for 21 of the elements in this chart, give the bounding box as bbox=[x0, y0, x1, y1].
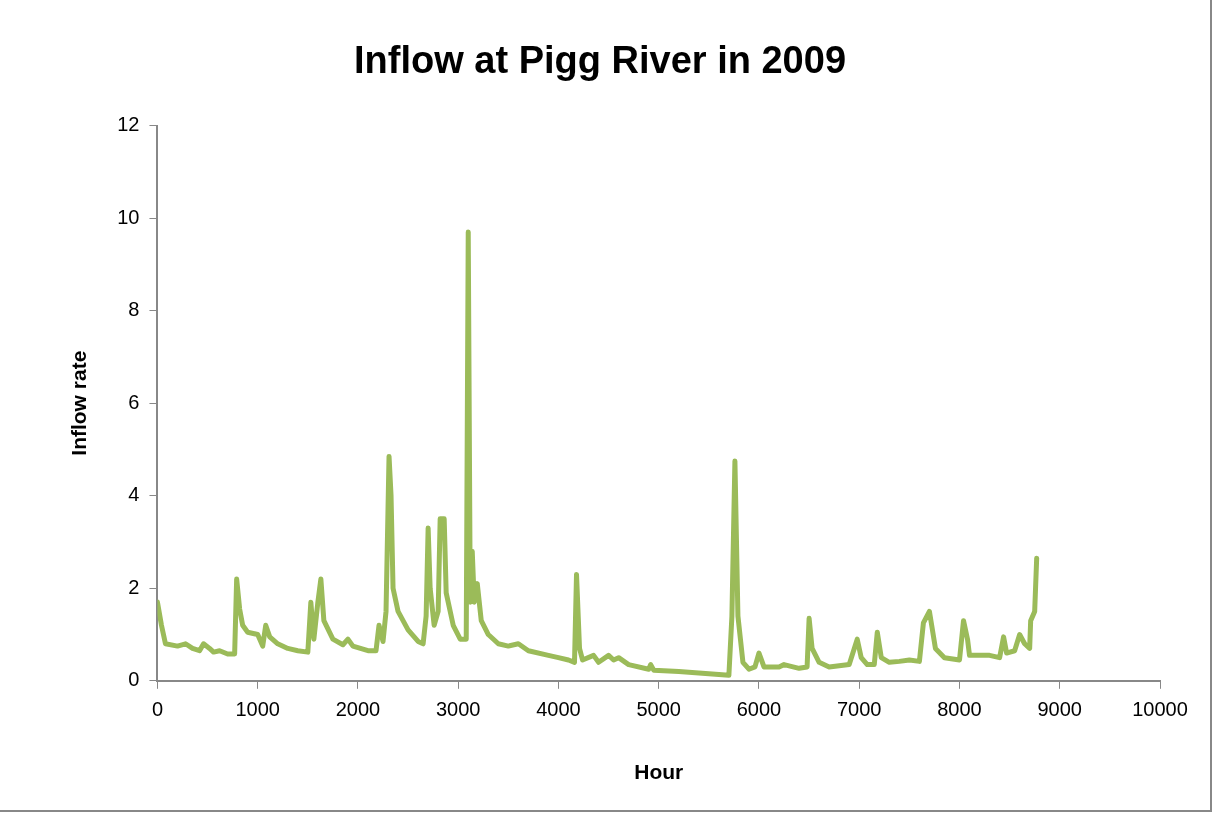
y-tick-label: 4 bbox=[128, 483, 140, 506]
y-tick-label: 8 bbox=[128, 298, 140, 321]
x-axis-title: Hour bbox=[634, 760, 684, 784]
y-tick-label: 2 bbox=[128, 575, 140, 598]
y-axis-title: Inflow rate bbox=[67, 350, 91, 456]
x-tick-label: 10000 bbox=[1132, 698, 1188, 721]
y-tick-label: 10 bbox=[117, 205, 140, 228]
x-tick-label: 3000 bbox=[435, 698, 481, 721]
y-tick-label: 6 bbox=[128, 390, 140, 413]
x-tick-label: 4000 bbox=[536, 698, 581, 721]
chart-title: Inflow at Pigg River in 2009 bbox=[353, 39, 847, 82]
x-tick-label: 6000 bbox=[736, 698, 782, 721]
y-tick-label: 12 bbox=[117, 113, 140, 136]
y-tick-label: 0 bbox=[128, 668, 140, 691]
x-tick-label: 8000 bbox=[937, 698, 982, 721]
x-tick-label: 7000 bbox=[836, 698, 882, 721]
x-tick-label: 1000 bbox=[235, 698, 280, 721]
x-tick-label: 2000 bbox=[335, 698, 381, 721]
x-tick-label: 5000 bbox=[636, 698, 681, 721]
x-tick-label: 0 bbox=[151, 698, 164, 721]
x-tick-label: 9000 bbox=[1037, 698, 1082, 721]
